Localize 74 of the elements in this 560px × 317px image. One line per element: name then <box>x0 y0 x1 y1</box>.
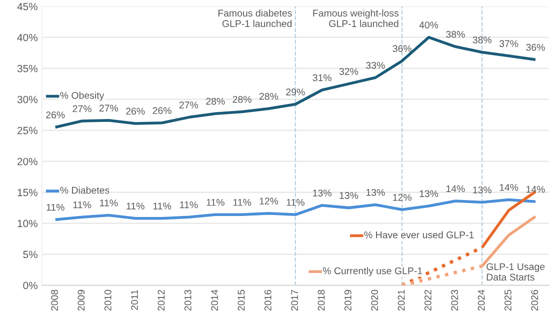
data-label: 11% <box>126 202 144 210</box>
x-tick-label: 2025 <box>504 290 512 311</box>
data-label: 37% <box>499 40 518 48</box>
ref-line-label: GLP-1 Usage Data Starts <box>486 263 545 281</box>
data-label: 36% <box>392 45 412 52</box>
y-tick-label: 5% <box>23 250 38 258</box>
y-tick-label: 20% <box>18 158 38 166</box>
ref-line-label: Famous diabetes GLP-1 launched <box>218 9 292 28</box>
legend-label: % Diabetes <box>60 186 110 194</box>
x-tick-label: 2010 <box>104 290 112 311</box>
x-tick-label: 2026 <box>531 290 538 311</box>
x-tick-label: 2008 <box>51 290 58 311</box>
x-tick-label: 2016 <box>264 290 272 311</box>
data-label: 29% <box>286 88 305 96</box>
data-label: 14% <box>526 186 545 193</box>
data-label: 12% <box>260 198 278 204</box>
data-label: 28% <box>259 92 278 100</box>
data-label: 26% <box>46 111 65 118</box>
data-label: 11% <box>180 201 198 208</box>
y-tick-label: 25% <box>18 126 38 134</box>
x-tick-label: 2023 <box>451 290 458 311</box>
data-label: 14% <box>500 184 518 191</box>
legend-label: % Have ever used GLP-1 <box>364 231 474 238</box>
data-label: 13% <box>473 186 492 194</box>
data-label: 13% <box>366 188 385 196</box>
x-tick-label: 2014 <box>211 290 218 311</box>
y-tick-label: 45% <box>17 2 38 10</box>
legend-label: % Currently use GLP-1 <box>322 267 422 276</box>
data-label: 26% <box>152 107 172 114</box>
y-tick-label: 0% <box>23 282 38 290</box>
data-label: 11% <box>286 198 304 206</box>
data-label: 13% <box>420 190 438 198</box>
data-label: 11% <box>153 202 172 210</box>
data-label: 11% <box>206 198 224 206</box>
data-label: 27% <box>99 104 118 112</box>
data-label: 28% <box>206 98 225 105</box>
y-tick-label: 35% <box>17 64 38 72</box>
y-tick-label: 15% <box>18 188 38 196</box>
x-tick-label: 2024 <box>478 290 485 311</box>
x-tick-label: 2009 <box>78 290 85 311</box>
x-tick-label: 2012 <box>158 290 165 311</box>
ref-line-label: Famous weight-loss GLP-1 launched <box>313 9 399 28</box>
data-label: 27% <box>72 105 92 112</box>
legend-label: % Obesity <box>60 92 104 101</box>
data-label: 32% <box>339 68 358 75</box>
y-tick-label: 10% <box>18 220 38 228</box>
x-tick-label: 2018 <box>318 290 325 311</box>
x-tick-label: 2011 <box>131 290 138 310</box>
x-tick-label: 2015 <box>238 290 245 311</box>
x-tick-label: 2022 <box>424 290 432 311</box>
data-label: 38% <box>472 36 492 44</box>
data-label: 33% <box>366 62 385 69</box>
y-tick-label: 40% <box>17 34 38 42</box>
data-label: 28% <box>232 96 252 103</box>
x-tick-label: 2020 <box>371 290 378 311</box>
data-label: 12% <box>393 194 412 201</box>
data-label: 40% <box>419 22 438 28</box>
data-label: 38% <box>446 30 465 38</box>
data-label: 11% <box>100 200 118 206</box>
data-label: 11% <box>73 201 92 208</box>
data-label: 26% <box>126 108 145 115</box>
data-label: 14% <box>446 185 465 192</box>
data-label: 27% <box>179 102 198 108</box>
data-label: 13% <box>313 190 332 196</box>
x-tick-label: 2013 <box>184 290 192 311</box>
data-label: 36% <box>526 44 545 51</box>
data-label: 11% <box>46 204 64 211</box>
data-label: 13% <box>340 192 358 199</box>
x-tick-label: 2019 <box>344 290 352 311</box>
data-label: 31% <box>312 74 332 82</box>
data-label: 11% <box>233 198 252 206</box>
x-tick-label: 2017 <box>291 290 298 311</box>
x-tick-label: 2021 <box>398 290 405 311</box>
y-tick-label: 30% <box>17 96 38 104</box>
